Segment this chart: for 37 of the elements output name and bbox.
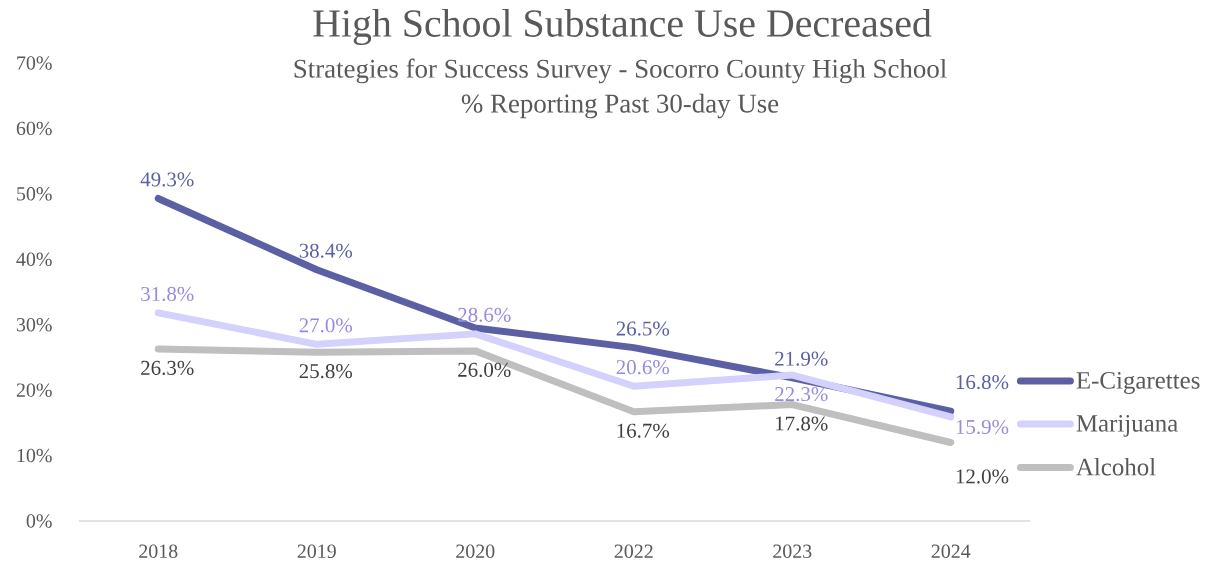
x-tick-label: 2024 <box>931 544 971 558</box>
data-label: 38.4% <box>299 243 353 258</box>
data-label: 12.0% <box>956 469 1009 484</box>
chart-subtitle: Strategies for Success Survey - Socorro County High School <box>294 58 947 84</box>
legend-label: Alcohol <box>1076 457 1156 476</box>
data-label: 17.8% <box>776 416 828 431</box>
x-tick-label: 2022 <box>614 544 653 558</box>
data-label: 26.5% <box>616 321 670 336</box>
data-label: 15.9% <box>956 419 1009 435</box>
chart-title: High School Substance Use Decreased <box>313 8 932 46</box>
data-label: 25.8% <box>299 364 353 379</box>
x-tick-label: 2018 <box>139 544 178 558</box>
annotation: % Reporting Past 30-day Use <box>461 93 779 119</box>
data-label: 20.6% <box>616 360 670 375</box>
data-label: 16.8% <box>956 374 1009 390</box>
data-label: 31.8% <box>141 286 194 302</box>
data-label: 27.0% <box>299 318 353 333</box>
data-label: 28.6% <box>458 307 511 322</box>
x-tick-label: 2023 <box>773 544 812 558</box>
data-label: 21.9% <box>775 351 828 366</box>
x-tick-label: 2020 <box>456 544 495 558</box>
y-tick-label: 60% <box>16 121 52 136</box>
y-tick-label: 20% <box>16 383 52 397</box>
y-tick-label: 0% <box>26 514 52 528</box>
data-label: 49.3% <box>140 172 194 187</box>
data-label: 26.0% <box>458 362 511 377</box>
y-tick-label: 10% <box>17 448 52 463</box>
y-tick-label: 40% <box>16 252 52 267</box>
data-label: 26.3% <box>141 360 194 376</box>
x-tick-label: 2019 <box>297 544 336 558</box>
y-tick-label: 50% <box>17 187 52 201</box>
data-label: 16.7% <box>617 423 670 438</box>
data-label: 22.3% <box>775 387 828 402</box>
legend-label: Marijuana <box>1076 415 1178 437</box>
y-tick-label: 30% <box>16 317 52 332</box>
legend-label: E-Cigarettes <box>1076 372 1200 394</box>
y-tick-label: 70% <box>17 56 52 70</box>
